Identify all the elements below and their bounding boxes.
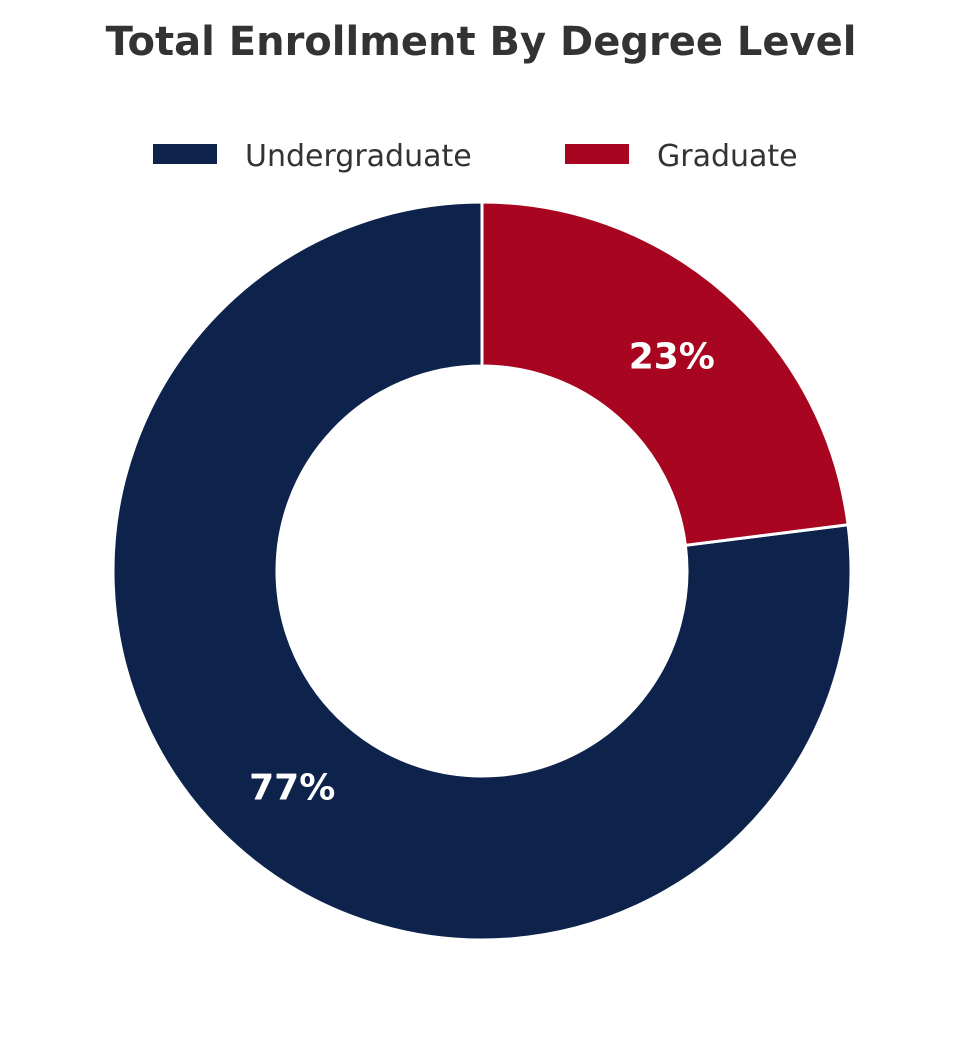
legend-swatch-undergraduate	[153, 144, 217, 164]
legend-swatch-graduate	[565, 144, 629, 164]
slice-label-undergraduate: 77%	[249, 767, 335, 808]
legend-label-graduate: Graduate	[657, 139, 798, 174]
donut-slices	[111, 200, 853, 942]
legend: Undergraduate Graduate	[153, 139, 798, 174]
chart-title: Total Enrollment By Degree Level	[106, 19, 857, 65]
legend-label-undergraduate: Undergraduate	[245, 139, 472, 174]
donut-slice-undergraduate	[111, 200, 853, 942]
donut-slice-graduate	[480, 200, 850, 547]
slice-label-graduate: 23%	[629, 337, 715, 378]
slice-labels: 77% 23%	[249, 337, 715, 809]
